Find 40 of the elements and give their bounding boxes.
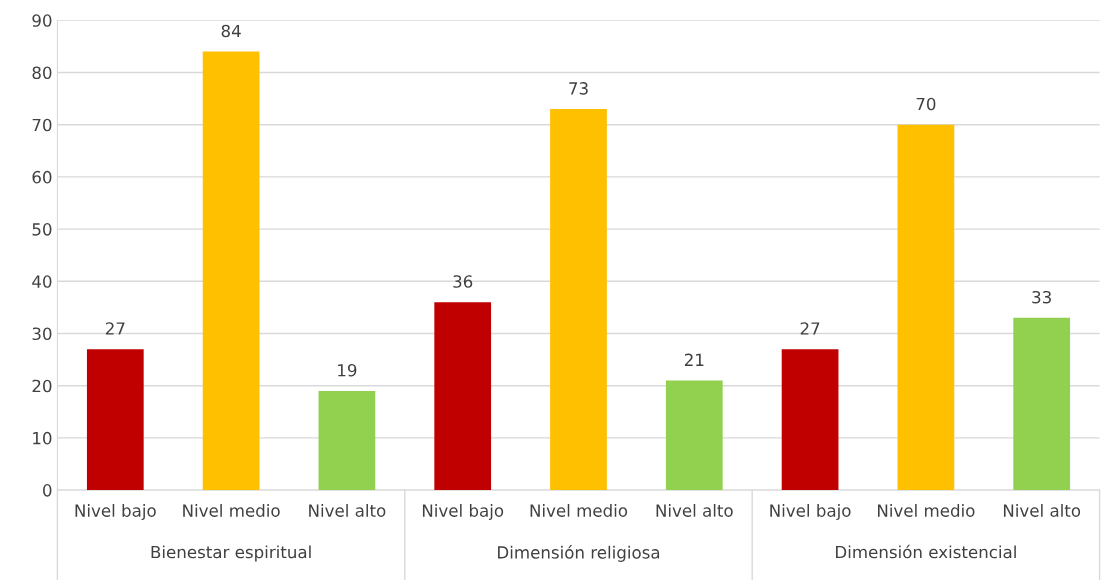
bar: [202, 51, 260, 491]
bar: [86, 349, 144, 491]
text: Dimensión religiosa: [498, 545, 660, 562]
y-tick-label: 30: [32, 327, 52, 341]
x-tick-label: Nivel bajo: [770, 503, 851, 521]
x-tick-label: Nivel alto: [309, 503, 386, 517]
data-label: 27: [105, 322, 125, 335]
bar: [318, 390, 376, 491]
data-label: 73: [569, 82, 588, 95]
bar: [781, 349, 839, 491]
bar: [1013, 317, 1071, 491]
x-tick-label: Nivel medio: [530, 503, 628, 517]
y-tick-label: 20: [32, 379, 52, 393]
y-tick-label: 0: [43, 484, 52, 497]
data-label: 70: [916, 97, 936, 111]
y-tick-label: 10: [33, 431, 52, 445]
bar: [665, 380, 723, 491]
bar: [434, 302, 492, 491]
y-tick-label: 90: [32, 14, 52, 27]
x-tick-label: Nivel alto: [1003, 503, 1081, 517]
y-tick-label: 70: [32, 118, 52, 132]
bar: [550, 109, 607, 491]
x-tick-label: Nivel medio: [878, 503, 975, 517]
y-tick-label: 40: [32, 275, 52, 288]
y-tick-label: 60: [32, 170, 52, 184]
x-tick-label: Nivel bajo: [422, 503, 504, 521]
data-label: 19: [338, 363, 357, 377]
data-label: 27: [800, 322, 820, 335]
data-label: 21: [684, 353, 704, 366]
x-tick-label: Nivel bajo: [75, 503, 156, 521]
y-tick-label: 80: [32, 66, 52, 80]
text: Bienestar espiritual: [151, 545, 311, 562]
x-tick-label: Nivel alto: [656, 503, 733, 517]
data-label: 36: [453, 275, 473, 288]
text: Dimensión existencial: [836, 544, 1016, 559]
data-label: 33: [1032, 290, 1051, 304]
y-tick-label: 50: [32, 223, 52, 236]
bar: [897, 124, 955, 491]
x-tick-label: Nivel medio: [183, 503, 280, 517]
data-label: 84: [221, 24, 241, 38]
